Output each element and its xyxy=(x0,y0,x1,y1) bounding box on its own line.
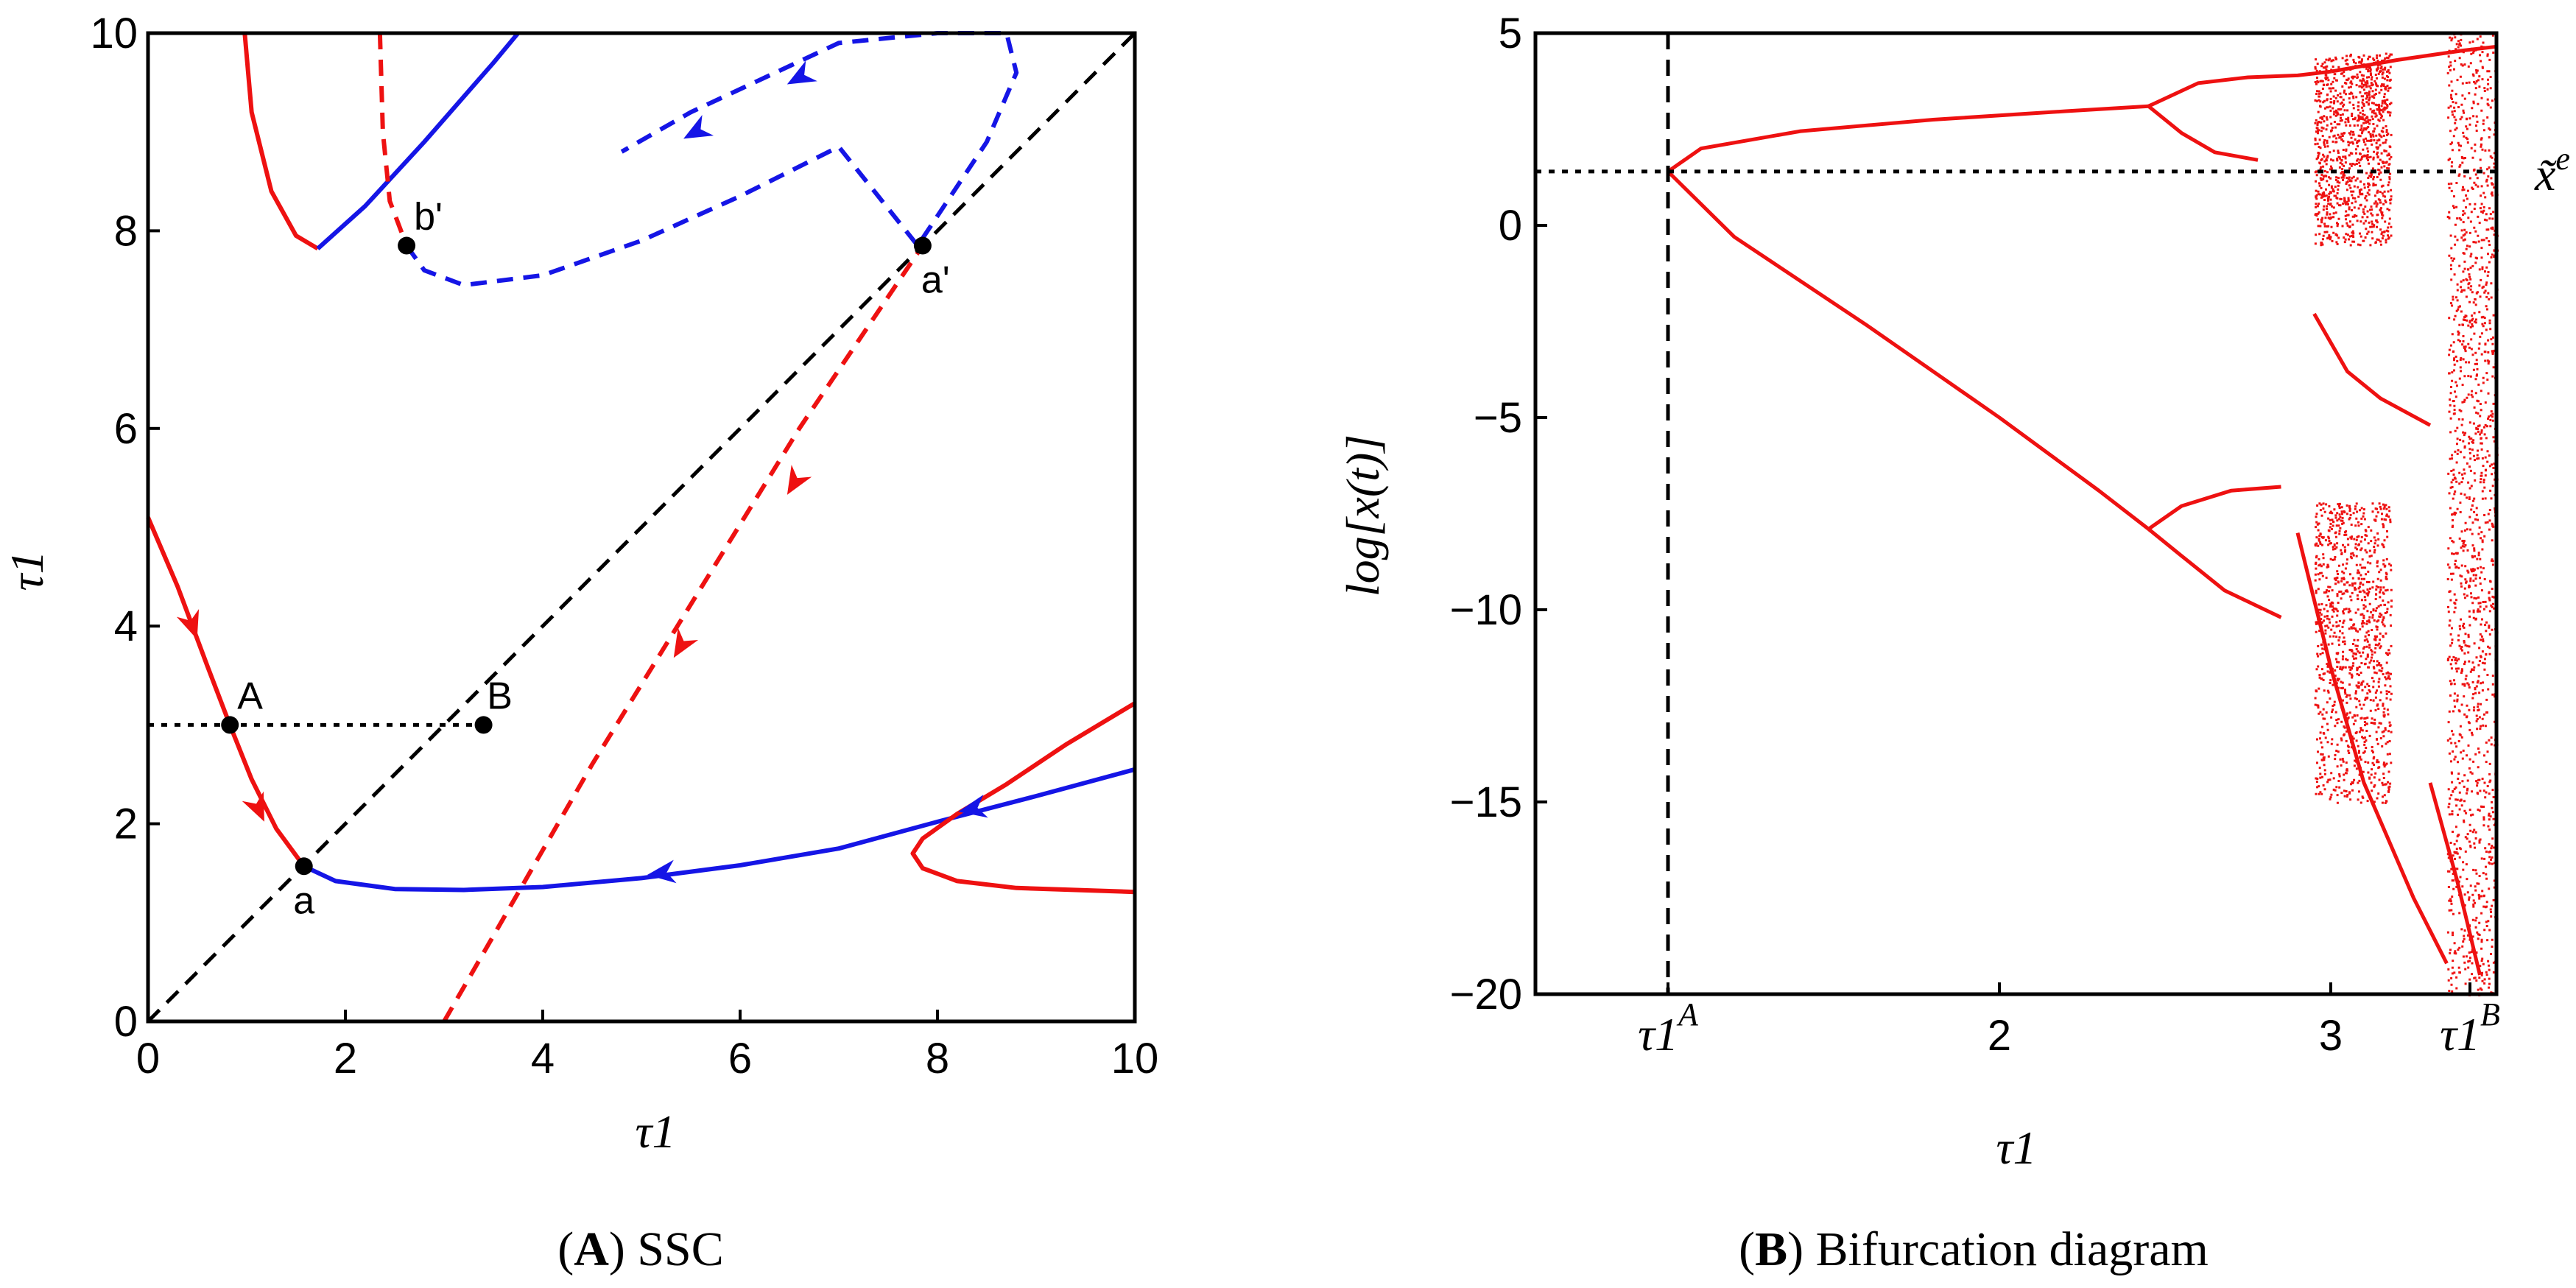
series-blue-solid-upper xyxy=(316,32,520,250)
panel-b-x-axis-label: τ1 xyxy=(1996,1122,2037,1174)
point-ap xyxy=(913,236,932,255)
panel-a-series xyxy=(146,31,1136,1023)
panel-b-x-ticks: τ1A 2 3 τ1B xyxy=(1638,982,2500,1060)
panel-a-x-axis-label: τ1 xyxy=(636,1105,676,1158)
x-tick-label-10: 10 xyxy=(1111,1035,1159,1083)
panel-b-xtilde-label: x̃e xyxy=(2534,141,2570,200)
point-B xyxy=(474,716,493,734)
arrow-6 xyxy=(673,627,699,658)
arrow-2 xyxy=(242,791,264,822)
point-label-a: a xyxy=(293,879,314,922)
x-tick-label-2: 2 xyxy=(1988,1012,2011,1060)
panel-b-xlabel-text: τ1 xyxy=(1996,1122,2037,1174)
branch-upper-branch xyxy=(1667,104,2149,173)
y-tick-label-−15: −15 xyxy=(1450,778,1522,826)
x-tick-label-0: 0 xyxy=(136,1035,160,1083)
y-tick-label-6: 6 xyxy=(114,405,138,453)
arrow-7 xyxy=(786,60,817,85)
branch-lower-split-b xyxy=(2147,527,2282,619)
panel-b-caption: (B) Bifurcation diagram xyxy=(1739,1222,2209,1276)
panel-a-y-axis-label: τ1 xyxy=(1,551,53,591)
point-A xyxy=(221,716,239,734)
series-red-solid-hook xyxy=(910,701,1136,895)
x-tick-label-2: 2 xyxy=(334,1035,357,1083)
panel-b-caption-letter: B xyxy=(1755,1222,1787,1276)
arrow-1 xyxy=(176,609,200,640)
point-a xyxy=(295,857,313,876)
y-tick-label-−20: −20 xyxy=(1450,971,1522,1018)
y-tick-label-0: 0 xyxy=(1499,202,1522,250)
y-tick-label-4: 4 xyxy=(114,602,138,650)
arrow-4 xyxy=(958,795,988,818)
y-tick-label-−5: −5 xyxy=(1474,394,1522,442)
series-red-dashed-diagonal xyxy=(442,244,925,1023)
panel-b-y-ticks: 5 0 −5 −10 −15 −20 xyxy=(1450,10,1547,1018)
series-black-dashed-diagonal xyxy=(147,32,1136,1023)
panel-b-xtilde-sup: e xyxy=(2555,141,2570,177)
panel-a-caption-text: SSC xyxy=(637,1222,723,1276)
panel-b-caption-text: Bifurcation diagram xyxy=(1816,1222,2209,1276)
point-label-A: A xyxy=(237,675,263,717)
y-tick-label-8: 8 xyxy=(114,207,138,255)
panel-b-bifurcation: τ1A 2 3 τ1B 50−5−10−15−20 x̃e τ1 log[x(t)] … xyxy=(1337,10,2570,1276)
panel-b-frame xyxy=(1533,31,2499,996)
branch-lower-split-a xyxy=(2147,485,2281,531)
point-bp xyxy=(398,236,416,255)
point-label-ap: a' xyxy=(921,259,950,302)
arrow-8 xyxy=(683,115,714,139)
branch-lower-branch xyxy=(1667,170,2150,531)
branch-upper-split-a xyxy=(2147,69,2332,108)
panel-a-ylabel-text: τ1 xyxy=(1,551,53,591)
x-tick-label-6: 6 xyxy=(728,1035,752,1083)
series-red-dashed-upper xyxy=(377,32,409,247)
panel-a-y-ticks: 0 2 4 6 8 10 xyxy=(90,10,160,1046)
arrow-3 xyxy=(647,859,677,884)
series-red-solid-upper xyxy=(242,32,320,251)
branch-chaotic-drop-3 xyxy=(2428,782,2482,976)
panel-b-reference-lines xyxy=(1535,33,2496,994)
point-label-B: B xyxy=(487,675,513,717)
panel-b-branches xyxy=(1667,44,2497,976)
y-tick-label-0: 0 xyxy=(114,998,138,1046)
x-tick-label-4: 4 xyxy=(531,1035,555,1083)
y-tick-label-2: 2 xyxy=(114,800,138,848)
x-tick-label-8: 8 xyxy=(926,1035,949,1083)
chaotic-band-3 xyxy=(2446,33,2499,996)
panel-a-frame xyxy=(146,31,1137,1024)
panel-a-x-ticks: 0 2 4 6 8 10 xyxy=(136,1010,1158,1083)
series-blue-solid-lower xyxy=(303,767,1136,893)
chaotic-band-1 xyxy=(2314,52,2393,247)
x-tick-label-3: 3 xyxy=(2319,1012,2343,1060)
arrow-5 xyxy=(786,465,812,495)
chaotic-band-2 xyxy=(2314,502,2393,804)
panel-a-arrows xyxy=(176,60,988,884)
y-tick-label-10: 10 xyxy=(90,10,138,57)
branch-dropping-curve-2 xyxy=(2312,312,2432,427)
branch-dropping-curve-1 xyxy=(2295,532,2449,965)
panel-b-xtilde-base: x̃ xyxy=(2534,148,2557,200)
panel-a-caption-letter: A xyxy=(574,1222,609,1276)
x-tick-label-τ1B: τ1B xyxy=(2440,996,2500,1060)
panel-a-xlabel-text: τ1 xyxy=(636,1105,676,1158)
panel-a-ssc: A Ba b' a' 0 2 4 6 8 10 0 2 4 6 8 10 τ1 τ1 (A) SSC xyxy=(1,10,1158,1276)
panel-a-caption: (A) SSC xyxy=(557,1222,724,1276)
panel-b-y-axis-label: log[x(t)] xyxy=(1337,434,1389,597)
panel-b-chaotic-dots xyxy=(2314,33,2499,996)
panel-a-points: A Ba b' a' xyxy=(221,196,950,922)
branch-upper-split-b xyxy=(2147,105,2259,162)
y-tick-label-−10: −10 xyxy=(1450,586,1522,634)
point-label-bp: b' xyxy=(414,196,443,239)
x-tick-label-τ1A: τ1A xyxy=(1638,996,1699,1060)
series-red-solid-lower xyxy=(146,516,306,868)
panel-b-ylabel-text: log[x(t)] xyxy=(1337,434,1389,597)
branch-top-envelope xyxy=(2330,44,2497,74)
y-tick-label-5: 5 xyxy=(1499,10,1522,57)
